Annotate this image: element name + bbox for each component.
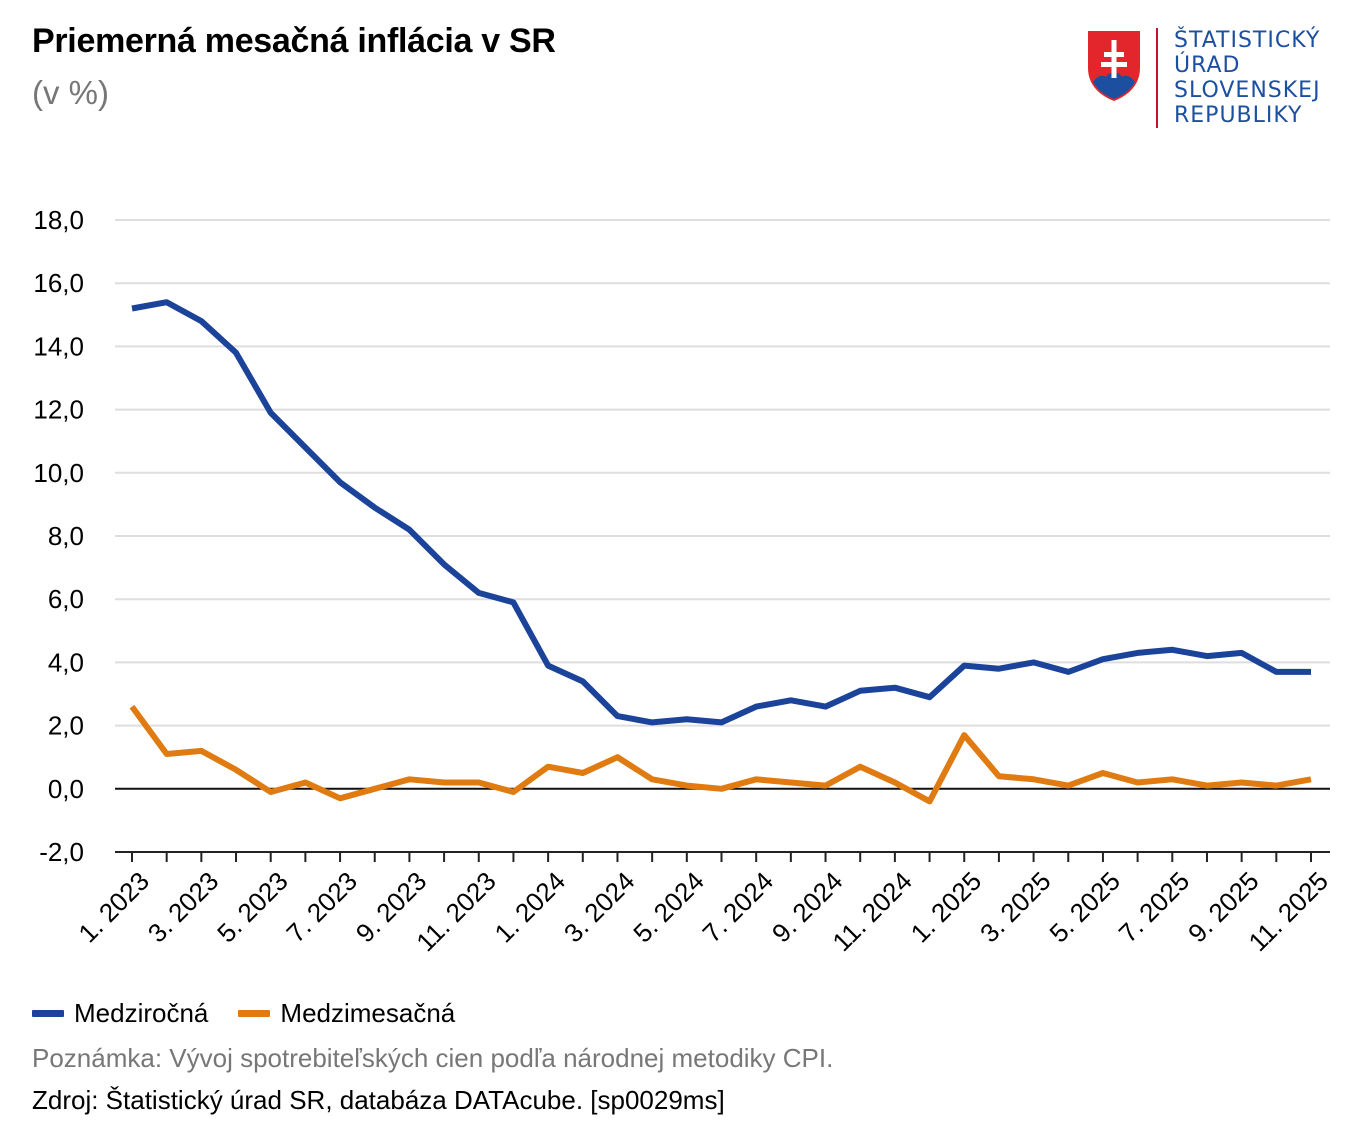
- x-tick-label: 7. 2024: [697, 866, 780, 949]
- x-tick-label: 3. 2024: [558, 866, 641, 949]
- y-tick-label: 12,0: [33, 395, 84, 425]
- logo-line: SLOVENSKEJ: [1174, 78, 1321, 103]
- x-tick-label: 7. 2025: [1113, 866, 1196, 949]
- chart-subtitle: (v %): [32, 74, 109, 111]
- x-tick-label: 7. 2023: [280, 866, 363, 949]
- logo-line: ÚRAD: [1174, 53, 1241, 78]
- statistical-office-logo[interactable]: ŠTATISTICKÝ ÚRAD SLOVENSKEJ REPUBLIKY: [1085, 28, 1335, 128]
- x-tick-label: 1. 2024: [489, 866, 572, 949]
- x-tick-label: 3. 2023: [142, 866, 225, 949]
- slovak-coat-of-arms-icon: [1088, 31, 1140, 101]
- legend-item-medzimesacna[interactable]: Medzimesačná: [238, 998, 455, 1029]
- series-line-medzimesacna: [129, 704, 1312, 805]
- chart-note: Poznámka: Vývoj spotrebiteľských cien po…: [32, 1043, 834, 1073]
- legend-label: Medzimesačná: [280, 997, 456, 1028]
- x-tick-label: 5. 2023: [211, 866, 294, 949]
- y-tick-label: 6,0: [48, 584, 84, 614]
- x-tick-label: 5. 2025: [1043, 866, 1126, 949]
- legend-item-medzirocna[interactable]: Medziročná: [32, 998, 208, 1029]
- y-tick-label: 4,0: [48, 647, 84, 677]
- x-tick-label: 3. 2025: [974, 866, 1057, 949]
- x-tick-label: 1. 2025: [905, 866, 988, 949]
- series-line-medzirocna: [131, 299, 1311, 726]
- y-tick-label: 2,0: [48, 711, 84, 741]
- y-tick-label: 14,0: [33, 331, 84, 361]
- chart-source: Zdroj: Štatistický úrad SR, databáza DAT…: [32, 1085, 725, 1115]
- chart-title: Priemerná mesačná inflácia v SR: [32, 22, 556, 60]
- logo-divider: [1156, 28, 1158, 128]
- y-tick-label: 10,0: [33, 458, 84, 488]
- legend-label: Medziročná: [74, 997, 209, 1028]
- y-tick-label: 8,0: [48, 521, 84, 551]
- logo-line: ŠTATISTICKÝ: [1174, 28, 1321, 53]
- chart-legend: Medziročná Medzimesačná: [32, 996, 485, 1030]
- y-tick-label: 16,0: [33, 268, 84, 298]
- inflation-line-chart: -2,0 0,0 2,0 4,0 6,0 8,0 10,0 12,0 14,0 16,0 18,0 1…: [33, 205, 1334, 957]
- logo-wordmark: ŠTATISTICKÝ ÚRAD SLOVENSKEJ REPUBLIKY: [1174, 28, 1321, 128]
- legend-swatch: [32, 1009, 64, 1017]
- legend-swatch: [238, 1009, 271, 1017]
- y-tick-label: 18,0: [33, 205, 84, 235]
- x-tick-label: 5. 2024: [627, 866, 710, 949]
- logo-line: REPUBLIKY: [1174, 103, 1303, 128]
- y-tick-label: -2,0: [39, 837, 84, 867]
- y-tick-label: 0,0: [48, 774, 84, 804]
- x-tick-label: 1. 2023: [72, 866, 155, 949]
